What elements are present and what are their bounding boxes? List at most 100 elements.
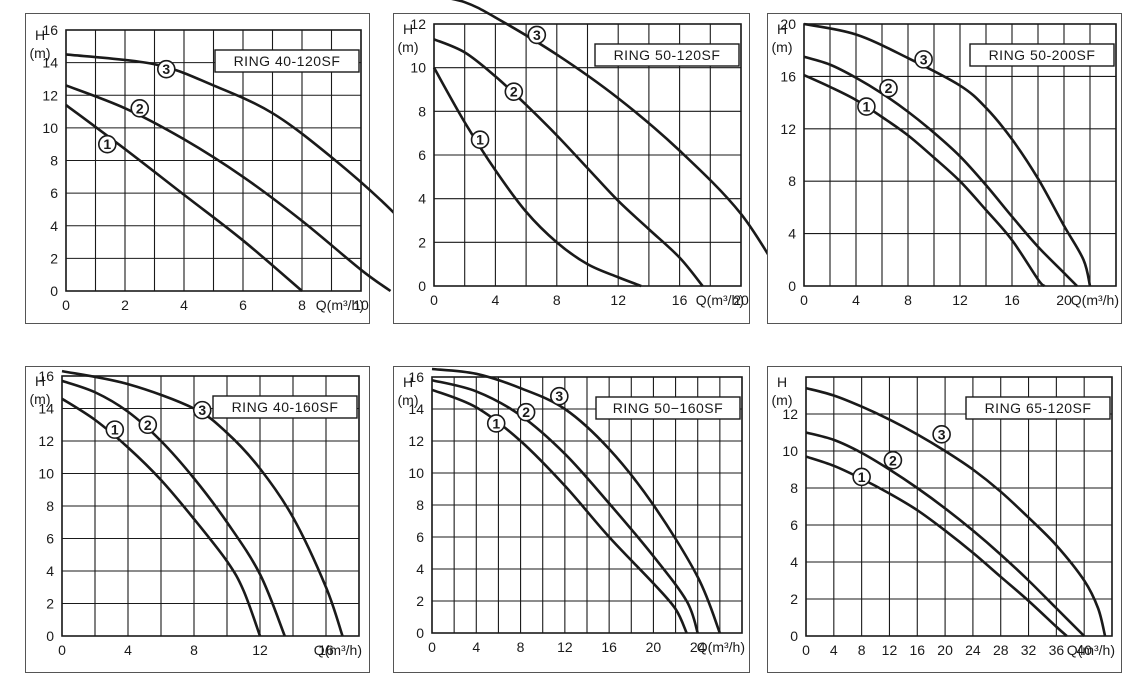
- curve-marker-label: 1: [476, 132, 484, 148]
- curve-marker-label: 2: [136, 100, 144, 116]
- y-tick-label: 6: [46, 531, 54, 547]
- curve-marker-label: 2: [510, 84, 518, 100]
- x-tick-label: 16: [672, 292, 688, 308]
- curve-marker-circle: [879, 78, 898, 98]
- model-title: RING 50-120SF: [614, 47, 721, 63]
- y-tick-label: 16: [42, 22, 58, 38]
- x-tick-label: 8: [298, 297, 306, 313]
- y-tick-label: 12: [410, 16, 426, 32]
- x-tick-label: 16: [318, 642, 334, 658]
- y-axis-unit: (m): [30, 391, 51, 407]
- y-tick-label: 10: [38, 466, 54, 482]
- curve-marker-label: 2: [885, 80, 893, 96]
- x-tick-label: 0: [802, 642, 810, 658]
- pump-curve-1: [432, 67, 642, 288]
- pump-curve-1: [803, 73, 1046, 288]
- model-title-box: [594, 43, 740, 67]
- curve-marker-label: 2: [144, 417, 152, 433]
- y-tick-label: 0: [416, 625, 424, 641]
- x-axis-label: Q(m³/h): [1071, 292, 1119, 308]
- x-tick-label: 2: [121, 297, 129, 313]
- x-tick-label: 12: [882, 642, 898, 658]
- x-tick-label: 20: [646, 639, 662, 655]
- curve-marker-circle: [105, 420, 125, 439]
- curve-marker-circle: [516, 402, 536, 422]
- y-tick-label: 2: [418, 234, 426, 250]
- y-tick-label: 8: [416, 497, 424, 513]
- pump-curve-1: [805, 455, 1068, 637]
- x-axis-label: Q(m³/h): [316, 297, 364, 313]
- y-tick-label: 2: [50, 250, 58, 266]
- pump-curve-2: [65, 84, 392, 293]
- chart-panel-5: 0 4 8 12 16 20 24 0 2 4 6 8 10 12 14 16 H (m) Q(m³/h) 1 2 3 RI…: [393, 366, 750, 673]
- curve-marker-label: 2: [889, 452, 897, 468]
- x-tick-label: 16: [909, 642, 925, 658]
- y-tick-label: 12: [38, 433, 54, 449]
- curve-marker-label: 3: [162, 61, 170, 77]
- model-title: RING 65-120SF: [985, 400, 1092, 416]
- curve-marker-label: 3: [920, 51, 928, 67]
- pump-curve-3: [451, 0, 789, 287]
- x-tick-label: 0: [62, 297, 70, 313]
- plot-frame: [805, 376, 1113, 637]
- chart-panel-6: 0 4 8 12 16 20 24 28 32 36 40 0 2 4 6 8 10 12 H (m) Q(m³/h) 1…: [767, 366, 1122, 673]
- y-tick-label: 16: [408, 369, 424, 385]
- x-tick-label: 4: [852, 292, 860, 308]
- curve-marker-label: 3: [198, 402, 206, 418]
- y-tick-label: 2: [416, 593, 424, 609]
- x-tick-label: 16: [1004, 292, 1020, 308]
- x-tick-label: 12: [610, 292, 626, 308]
- model-title-box: [212, 395, 358, 419]
- y-tick-label: 6: [50, 185, 58, 201]
- x-tick-label: 20: [1056, 292, 1072, 308]
- x-tick-label: 8: [858, 642, 866, 658]
- pump-curve-2: [803, 55, 1078, 287]
- y-tick-label: 8: [790, 480, 798, 496]
- y-tick-label: 8: [50, 153, 58, 169]
- y-axis-label: H: [403, 21, 413, 37]
- chart-panel-2: 0 4 8 12 16 20 0 2 4 6 8 10 12 H (m) Q(m³/h) 1 2 3 RING 50-…: [393, 0, 789, 324]
- pump-curve-2: [61, 379, 286, 637]
- y-tick-label: 14: [38, 401, 54, 417]
- chart-panel-1: 0 2 4 6 8 10 0 2 4 6 8 10 12 14 16 H (m) Q(m³/h) 1 2 3 RING 4…: [25, 13, 451, 324]
- x-axis-label: Q(m³/h): [1067, 642, 1115, 658]
- plot-frame: [65, 29, 362, 292]
- y-axis-unit: (m): [398, 392, 419, 408]
- pump-curve-1: [431, 388, 688, 634]
- y-tick-label: 16: [780, 68, 796, 84]
- x-tick-label: 20: [733, 292, 749, 308]
- curve-marker-circle: [98, 134, 117, 154]
- curve-marker-label: 1: [111, 422, 119, 438]
- y-tick-label: 6: [416, 529, 424, 545]
- y-axis-unit: (m): [30, 45, 51, 61]
- curve-marker-label: 3: [555, 388, 563, 404]
- x-tick-label: 24: [965, 642, 981, 658]
- y-tick-label: 12: [782, 406, 798, 422]
- x-tick-label: 28: [993, 642, 1009, 658]
- curve-marker-circle: [852, 467, 871, 487]
- x-tick-label: 0: [58, 642, 66, 658]
- curve-marker-label: 1: [492, 415, 500, 431]
- curve-marker-circle: [130, 99, 150, 118]
- y-tick-label: 12: [408, 433, 424, 449]
- x-tick-label: 0: [428, 639, 436, 655]
- x-tick-label: 0: [430, 292, 438, 308]
- curve-marker-circle: [192, 400, 212, 420]
- chart-panel-3: 0 4 8 12 16 20 0 4 8 12 16 20 H (m) Q(m³/h) 1 2 3 RING 50-…: [767, 13, 1122, 324]
- x-tick-label: 12: [557, 639, 573, 655]
- pump-curve-3: [805, 386, 1107, 637]
- y-tick-label: 0: [788, 278, 796, 294]
- curve-marker-circle: [932, 425, 951, 444]
- y-axis-label: H: [777, 21, 787, 37]
- x-tick-label: 12: [252, 642, 268, 658]
- plot-frame: [61, 375, 360, 637]
- x-tick-label: 32: [1021, 642, 1037, 658]
- x-tick-label: 6: [239, 297, 247, 313]
- x-tick-label: 4: [124, 642, 132, 658]
- curve-marker-label: 1: [858, 469, 866, 485]
- y-tick-label: 4: [50, 218, 58, 234]
- x-tick-label: 10: [353, 297, 369, 313]
- x-tick-label: 4: [830, 642, 838, 658]
